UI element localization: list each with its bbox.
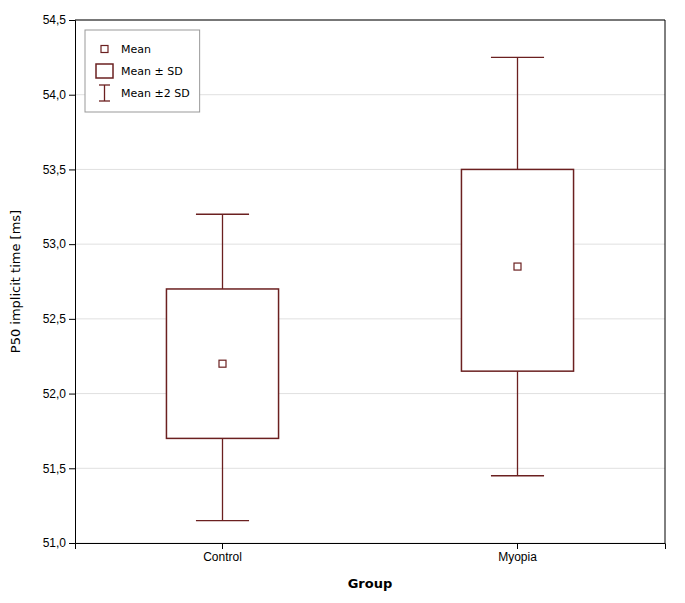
- frame: [665, 20, 666, 543]
- whisker: [517, 371, 518, 476]
- tick: 53,5: [43, 163, 75, 177]
- frame: [75, 20, 665, 21]
- grid-line: [75, 244, 665, 245]
- grid-line: [75, 318, 665, 319]
- tick-label: 52,5: [43, 312, 67, 326]
- legend-swatch: [99, 85, 110, 101]
- tick-mark: [69, 394, 75, 395]
- plot: 51,0 51,5 52,0 52,5 53,0 53,5 54,0 54,5 Control M…: [43, 13, 666, 563]
- legend-frame: [85, 30, 200, 112]
- whisker-cap: [491, 57, 544, 58]
- y-axis: 51,0 51,5 52,0 52,5 53,0 53,5 54,0 54,5: [43, 13, 76, 550]
- tick: 51,5: [43, 462, 75, 476]
- axis-line: [69, 21, 76, 544]
- tick-label: 54,0: [43, 88, 67, 102]
- tick-label: 51,5: [43, 462, 67, 476]
- tick-label: 54,5: [43, 13, 67, 27]
- grid: [75, 20, 665, 543]
- tick: Myopia: [498, 543, 537, 564]
- mean-marker: [219, 360, 226, 367]
- tick-label: Myopia: [498, 550, 537, 564]
- whisker: [222, 438, 223, 520]
- tick-mark: [69, 319, 75, 320]
- whisker: [222, 214, 223, 289]
- y-axis-title: P50 implicit time [ms]: [8, 210, 23, 353]
- tick: 54,0: [43, 88, 75, 102]
- x-axis: Control Myopia: [76, 543, 666, 564]
- legend-item: Mean ± SD: [96, 64, 183, 78]
- legend-swatch-line: [99, 100, 110, 101]
- box: [461, 169, 573, 371]
- tick: 51,0: [43, 536, 75, 550]
- tick-mark: [517, 543, 518, 549]
- legend-label: Mean ±2 SD: [121, 87, 190, 100]
- whisker-cap: [196, 520, 249, 521]
- tick-mark: [69, 468, 75, 469]
- mean-marker: [514, 263, 521, 270]
- tick-label: 52,0: [43, 387, 67, 401]
- whisker-cap: [196, 214, 249, 215]
- tick: 54,5: [43, 13, 75, 27]
- legend-swatch: [96, 64, 113, 78]
- legend-item: Mean: [101, 43, 151, 56]
- legend-label: Mean: [121, 43, 151, 56]
- chart: 51,0 51,5 52,0 52,5 53,0 53,5 54,0 54,5 Control M…: [0, 0, 685, 603]
- tick: 52,5: [43, 312, 75, 326]
- grid-line: [75, 468, 665, 469]
- tick: 53,0: [43, 237, 75, 251]
- axis-line: [76, 544, 666, 550]
- x-axis-title: Group: [348, 576, 393, 591]
- tick: Control: [203, 543, 242, 564]
- tick-mark: [69, 169, 75, 170]
- legend-swatch-line: [99, 84, 110, 85]
- grid-line: [75, 20, 665, 21]
- tick-label: 53,0: [43, 237, 67, 251]
- grid-line: [75, 393, 665, 394]
- tick-mark: [69, 20, 75, 21]
- tick-label: Control: [203, 550, 242, 564]
- tick-mark: [69, 95, 75, 96]
- legend: Mean Mean ± SD Mean ±2 SD: [85, 30, 200, 112]
- legend-item: Mean ±2 SD: [99, 85, 190, 101]
- tick-label: 53,5: [43, 163, 67, 177]
- legend-label: Mean ± SD: [121, 65, 183, 78]
- marks: [166, 57, 573, 520]
- tick-label: 51,0: [43, 536, 67, 550]
- legend-swatch: [101, 46, 108, 53]
- tick-mark: [69, 244, 75, 245]
- tick-mark: [222, 543, 223, 549]
- grid-line: [75, 169, 665, 170]
- legend-swatch-line: [104, 85, 105, 101]
- box: [166, 289, 278, 438]
- whisker-cap: [491, 475, 544, 476]
- tick: 52,0: [43, 387, 75, 401]
- whisker: [517, 57, 518, 169]
- tick-mark: [69, 543, 75, 544]
